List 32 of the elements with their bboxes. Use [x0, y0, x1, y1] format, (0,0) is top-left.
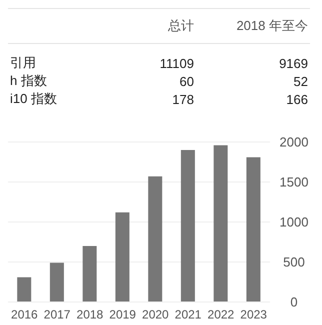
x-tick-label: 2022 — [208, 308, 235, 322]
x-tick-label: 2020 — [142, 308, 170, 322]
x-tick-label: 2017 — [44, 308, 71, 322]
bar — [115, 212, 130, 302]
bar — [82, 246, 97, 302]
y-tick-label: 0 — [290, 294, 298, 310]
x-tick-label: 2023 — [240, 308, 268, 322]
y-tick-label: 2000 — [280, 134, 308, 150]
x-tick-label: 2018 — [76, 308, 104, 322]
bar — [180, 150, 195, 302]
bar — [50, 262, 64, 302]
x-tick-label: 2016 — [11, 308, 38, 322]
category-label: 引用 — [9, 54, 37, 72]
text: 2018 年至今 — [235, 17, 309, 35]
data-label: 166 — [285, 90, 309, 108]
y-tick-label: 500 — [283, 254, 305, 270]
bar — [148, 176, 162, 302]
y-tick-label: 1500 — [280, 174, 308, 190]
data-label: 178 — [171, 90, 195, 108]
bar — [214, 145, 228, 302]
x-tick-label: 2021 — [174, 308, 202, 322]
data-label: 60 — [178, 72, 195, 90]
y-tick-label: 1000 — [280, 214, 308, 230]
data-label: 11109 — [158, 54, 195, 72]
data-label: 9169 — [278, 54, 309, 72]
category-label: h 指数 — [9, 72, 48, 90]
bar — [17, 277, 32, 302]
x-tick-label: 2019 — [109, 308, 136, 322]
text: 总计 — [167, 17, 195, 35]
data-label: 52 — [292, 72, 309, 90]
bar — [246, 157, 260, 302]
category-label: i10 指数 — [9, 90, 58, 108]
